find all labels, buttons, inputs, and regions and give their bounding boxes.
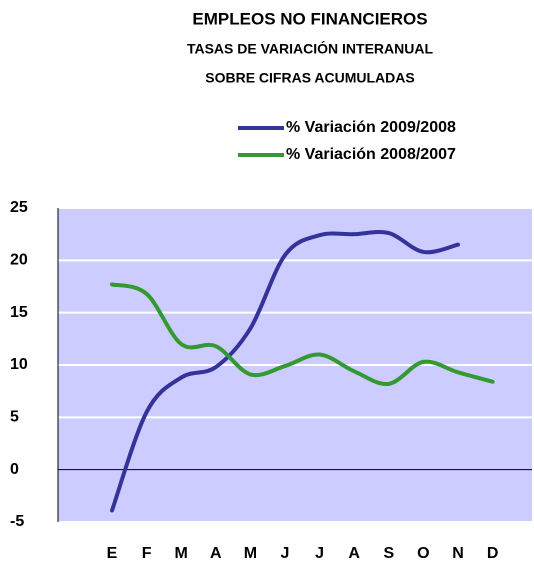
y-tick-label: 15 [10, 304, 28, 321]
x-tick-label: M [175, 545, 188, 562]
y-tick-label: 10 [10, 356, 28, 373]
chart-subtitle: SOBRE CIFRAS ACUMULADAS [205, 70, 414, 86]
legend-label: % Variación 2009/2008 [286, 119, 456, 136]
chart-title: EMPLEOS NO FINANCIEROS [192, 9, 427, 28]
y-tick-label: 25 [10, 199, 28, 216]
x-tick-label: S [383, 545, 394, 562]
x-tick-label: J [315, 545, 324, 562]
x-tick-label: A [210, 545, 222, 562]
x-tick-label: D [487, 545, 499, 562]
line [110, 282, 495, 386]
x-tick-label: O [417, 545, 429, 562]
legend-label: % Variación 2008/2007 [286, 146, 456, 163]
x-tick-label: F [142, 545, 152, 562]
y-tick-label: 0 [10, 461, 19, 478]
line [110, 229, 460, 513]
x-tick-label: N [452, 545, 464, 562]
x-tick-label: E [107, 545, 118, 562]
x-tick-label: M [244, 545, 257, 562]
y-tick-label: 5 [10, 409, 19, 426]
y-tick-label: 20 [10, 252, 28, 269]
x-tick-label: J [281, 545, 290, 562]
x-tick-label: A [348, 545, 360, 562]
chart-subtitle: TASAS DE VARIACIÓN INTERANUAL [187, 40, 433, 57]
y-tick-label: -5 [10, 513, 24, 530]
